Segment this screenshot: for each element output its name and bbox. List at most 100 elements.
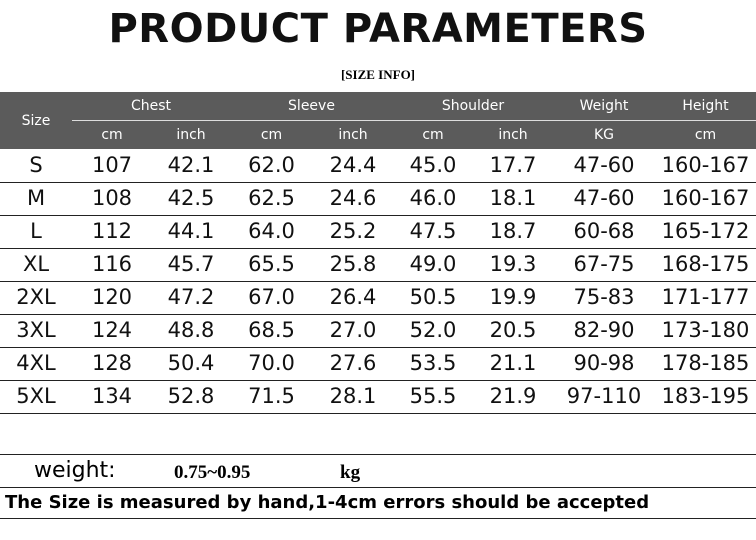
- rule: [0, 454, 756, 455]
- group-header: Height: [682, 98, 729, 114]
- value-cell: 28.1: [329, 384, 377, 408]
- value-cell: 60-68: [573, 219, 635, 243]
- unit-header: cm: [260, 127, 283, 143]
- value-cell: 90-98: [573, 351, 635, 375]
- value-cell: 183-195: [661, 384, 750, 408]
- group-header: Chest: [130, 98, 172, 114]
- group-header: Sleeve: [288, 98, 335, 114]
- unit-header: inch: [176, 127, 206, 143]
- value-cell: 178-185: [661, 351, 750, 375]
- unit-header: cm: [694, 127, 717, 143]
- value-cell: 19.9: [489, 285, 537, 309]
- value-cell: 19.3: [489, 252, 537, 276]
- value-cell: 70.0: [248, 351, 295, 375]
- value-cell: 21.9: [489, 384, 537, 408]
- value-cell: 97-110: [566, 384, 642, 408]
- group-header: Weight: [579, 98, 629, 114]
- value-cell: 168-175: [661, 252, 750, 276]
- value-cell: 17.7: [489, 153, 537, 177]
- row-divider: [0, 215, 756, 216]
- value-cell: 82-90: [573, 318, 635, 342]
- unit-header: inch: [338, 127, 368, 143]
- value-cell: 65.5: [248, 252, 295, 276]
- value-cell: 75-83: [573, 285, 635, 309]
- weight-label: weight:: [34, 458, 116, 483]
- size-cell: L: [30, 219, 42, 243]
- value-cell: 25.8: [329, 252, 377, 276]
- value-cell: 124: [91, 318, 133, 342]
- value-cell: 62.0: [248, 153, 295, 177]
- value-cell: 112: [91, 219, 133, 243]
- title: PRODUCT PARAMETERS: [108, 6, 648, 52]
- value-cell: 26.4: [329, 285, 377, 309]
- value-cell: 25.2: [329, 219, 377, 243]
- value-cell: 55.5: [409, 384, 457, 408]
- value-cell: 62.5: [248, 186, 295, 210]
- value-cell: 27.0: [329, 318, 377, 342]
- value-cell: 68.5: [248, 318, 295, 342]
- row-divider: [0, 380, 756, 381]
- row-divider: [0, 248, 756, 249]
- value-cell: 24.6: [329, 186, 377, 210]
- value-cell: 53.5: [409, 351, 457, 375]
- row-divider: [0, 413, 756, 414]
- value-cell: 52.8: [167, 384, 215, 408]
- value-cell: 42.5: [167, 186, 215, 210]
- note: The Size is measured by hand,1-4cm error…: [5, 492, 650, 513]
- size-cell: 2XL: [16, 285, 56, 309]
- value-cell: 44.1: [167, 219, 215, 243]
- value-cell: 47-60: [573, 153, 635, 177]
- value-cell: 48.8: [167, 318, 215, 342]
- value-cell: 160-167: [661, 186, 750, 210]
- rule: [0, 518, 756, 519]
- value-cell: 165-172: [661, 219, 750, 243]
- size-cell: S: [29, 153, 43, 177]
- value-cell: 67-75: [573, 252, 635, 276]
- value-cell: 47.5: [409, 219, 457, 243]
- value-cell: 20.5: [489, 318, 537, 342]
- value-cell: 120: [91, 285, 133, 309]
- value-cell: 18.7: [489, 219, 537, 243]
- value-cell: 173-180: [661, 318, 750, 342]
- value-cell: 47-60: [573, 186, 635, 210]
- value-cell: 108: [91, 186, 133, 210]
- weight-value: 0.75~0.95: [174, 462, 251, 483]
- value-cell: 49.0: [409, 252, 457, 276]
- unit-header: inch: [498, 127, 528, 143]
- value-cell: 52.0: [409, 318, 457, 342]
- size-cell: M: [26, 186, 46, 210]
- size-header: Size: [21, 113, 51, 129]
- size-cell: 5XL: [16, 384, 56, 408]
- value-cell: 42.1: [167, 153, 215, 177]
- weight-unit: kg: [340, 462, 361, 483]
- value-cell: 128: [91, 351, 133, 375]
- rule: [0, 487, 756, 488]
- value-cell: 116: [91, 252, 133, 276]
- row-divider: [0, 281, 756, 282]
- row-divider: [0, 347, 756, 348]
- value-cell: 107: [91, 153, 133, 177]
- subtitle: [SIZE INFO]: [340, 67, 416, 82]
- group-header: Shoulder: [441, 98, 505, 114]
- value-cell: 24.4: [329, 153, 377, 177]
- value-cell: 67.0: [248, 285, 295, 309]
- value-cell: 45.7: [167, 252, 215, 276]
- value-cell: 171-177: [661, 285, 750, 309]
- value-cell: 50.5: [409, 285, 457, 309]
- row-divider: [0, 182, 756, 183]
- value-cell: 47.2: [167, 285, 215, 309]
- value-cell: 21.1: [489, 351, 537, 375]
- value-cell: 18.1: [489, 186, 537, 210]
- size-cell: 3XL: [16, 318, 56, 342]
- value-cell: 50.4: [167, 351, 215, 375]
- header-divider: [72, 120, 756, 121]
- value-cell: 45.0: [409, 153, 457, 177]
- value-cell: 71.5: [248, 384, 295, 408]
- unit-header: cm: [422, 127, 444, 143]
- value-cell: 27.6: [329, 351, 377, 375]
- size-cell: 4XL: [16, 351, 56, 375]
- value-cell: 134: [91, 384, 133, 408]
- value-cell: 64.0: [248, 219, 295, 243]
- row-divider: [0, 314, 756, 315]
